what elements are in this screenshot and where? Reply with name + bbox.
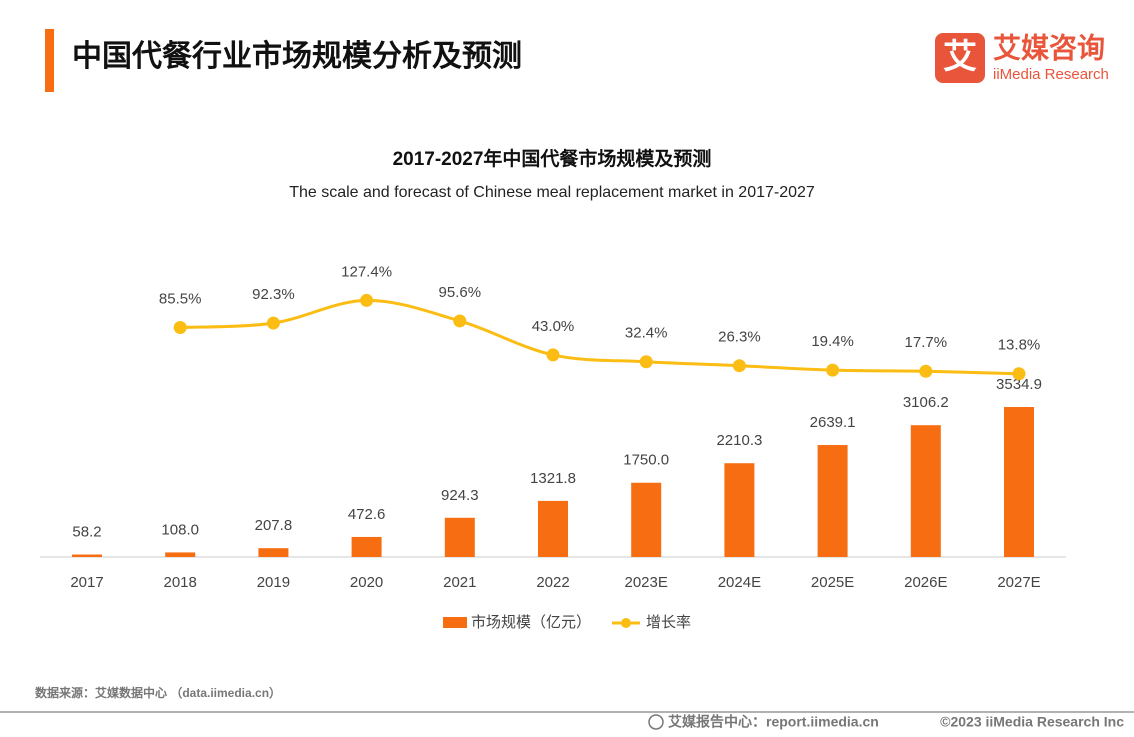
x-tick-label: 2020 xyxy=(350,574,383,591)
growth-point xyxy=(173,320,187,334)
bar xyxy=(1004,407,1034,557)
growth-value-label: 43.0% xyxy=(532,318,575,335)
bar-value-label: 3534.9 xyxy=(996,376,1042,393)
x-tick-label: 2026E xyxy=(904,574,947,591)
growth-value-label: 26.3% xyxy=(718,329,761,346)
source: 数据来源：艾媒数据中心 （data.iimedia.cn） xyxy=(35,685,281,700)
bar-value-label: 108.0 xyxy=(161,521,199,538)
growth-value-label: 127.4% xyxy=(341,263,392,280)
x-tick-label: 2018 xyxy=(164,574,197,591)
bar xyxy=(910,425,941,557)
bar-value-label: 3106.2 xyxy=(903,394,949,411)
growth-point xyxy=(826,363,840,377)
bar xyxy=(351,536,382,557)
growth-point xyxy=(1012,367,1026,381)
bar-value-label: 2210.3 xyxy=(716,432,762,449)
growth-value-label: 95.6% xyxy=(439,284,482,301)
bar-value-label: 1750.0 xyxy=(623,452,669,469)
bar xyxy=(538,500,568,557)
growth-point xyxy=(919,364,933,378)
growth-point xyxy=(360,293,374,307)
legend-swatch xyxy=(443,617,467,628)
page-title: 中国代餐行业市场规模分析及预测 xyxy=(72,39,522,73)
x-tick-label: 2023E xyxy=(625,574,668,591)
x-tick-label: 2027E xyxy=(997,574,1040,591)
chart-subtitle: The scale and forecast of Chinese meal r… xyxy=(289,184,815,201)
x-tick-label: 2021 xyxy=(443,574,476,591)
bar-value-label: 1321.8 xyxy=(530,470,576,487)
bar-value-label: 2639.1 xyxy=(810,414,856,431)
logo-name-en: iiMedia Research xyxy=(993,66,1109,83)
growth-value-label: 32.4% xyxy=(625,325,668,342)
footer-copyright: ©2023 iiMedia Research Inc xyxy=(940,714,1124,730)
logo-icon: 艾 xyxy=(943,38,977,76)
growth-line xyxy=(180,298,1020,376)
footer-icon xyxy=(648,714,664,730)
bar xyxy=(165,552,196,557)
bar-value-label: 58.2 xyxy=(72,523,101,540)
bar xyxy=(72,554,102,557)
growth-value-label: 85.5% xyxy=(159,290,202,307)
growth-point xyxy=(453,314,467,328)
legend-label: 市场规模（亿元） xyxy=(471,614,591,631)
title-accent xyxy=(45,29,54,92)
growth-value-label: 17.7% xyxy=(905,334,948,351)
bar-value-label: 924.3 xyxy=(441,487,479,504)
bar xyxy=(631,482,662,557)
legend-swatch xyxy=(621,618,631,628)
legend-label: 增长率 xyxy=(646,614,691,631)
logo-name: 艾媒咨询 xyxy=(993,32,1105,63)
growth-point xyxy=(639,355,653,369)
growth-point xyxy=(732,359,746,373)
growth-value-label: 19.4% xyxy=(811,333,854,350)
bar xyxy=(817,445,848,557)
bar-value-label: 472.6 xyxy=(348,506,386,523)
growth-value-label: 92.3% xyxy=(252,286,295,303)
logo-icon-bg xyxy=(935,33,985,83)
x-tick-label: 2025E xyxy=(811,574,854,591)
bar xyxy=(444,517,475,557)
growth-point xyxy=(546,348,560,362)
footer-text: 艾媒报告中心：report.iimedia.cn xyxy=(668,714,879,730)
x-tick-label: 2019 xyxy=(257,574,290,591)
growth-value-label: 13.8% xyxy=(998,337,1041,354)
bar xyxy=(258,548,289,557)
bar xyxy=(724,463,755,557)
bar-value-label: 207.8 xyxy=(255,517,293,534)
growth-point xyxy=(266,316,280,330)
x-tick-label: 2024E xyxy=(718,574,761,591)
x-tick-label: 2022 xyxy=(536,574,569,591)
x-tick-label: 2017 xyxy=(70,574,103,591)
chart-title: 2017-2027年中国代餐市场规模及预测 xyxy=(393,147,712,170)
